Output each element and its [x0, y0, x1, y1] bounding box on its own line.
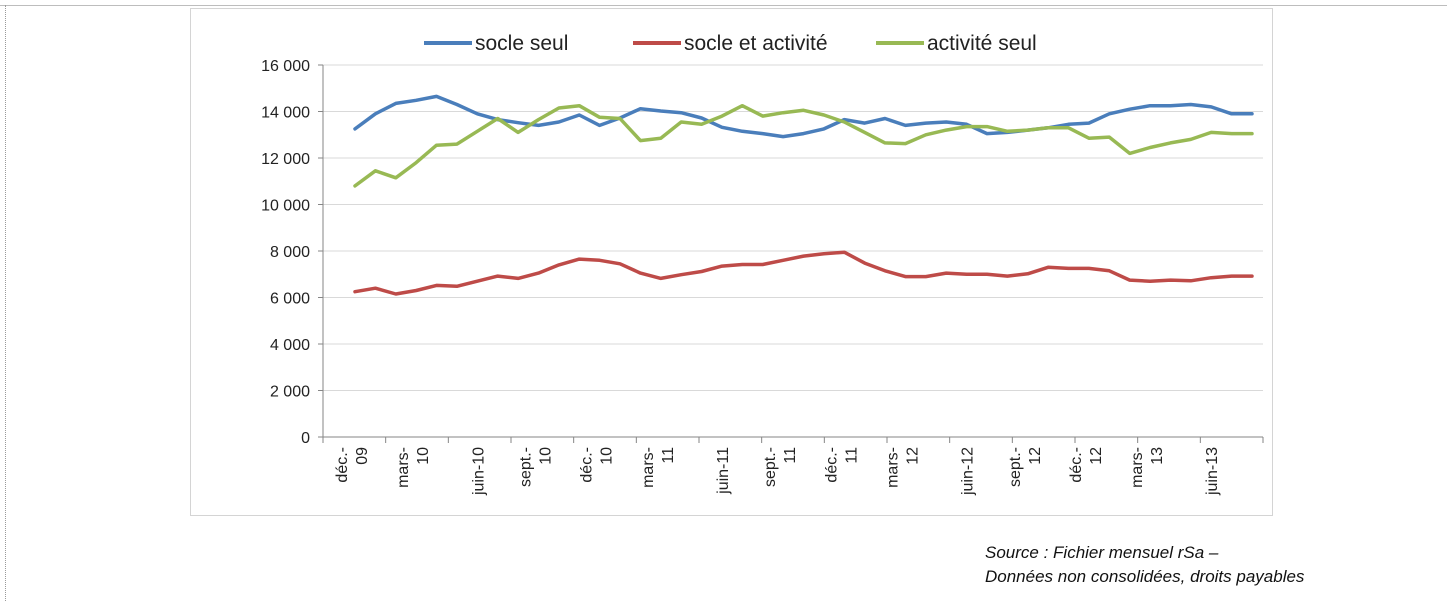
x-tick-label: sept.- 10	[517, 447, 554, 487]
x-tick-label: juin-13	[1204, 447, 1221, 496]
x-tick-label-line: 12	[1027, 447, 1044, 465]
y-tick-label: 16 000	[261, 58, 310, 75]
x-tick-label-line: mars-	[1129, 447, 1146, 488]
x-tick-label-line: 10	[415, 447, 432, 465]
legend: socle seul socle et activité activité seul	[424, 32, 1037, 55]
x-tick-label-line: déc.-	[334, 447, 351, 483]
y-tick-label: 8 000	[270, 244, 310, 261]
x-tick-label-line: 10	[537, 447, 554, 465]
legend-label: activité seul	[927, 32, 1037, 55]
x-tick-label: sept.- 11	[762, 447, 799, 487]
legend-label: socle seul	[475, 32, 568, 55]
x-tick-label: juin-12	[960, 447, 977, 496]
x-tick-label: juin-10	[470, 447, 487, 496]
x-tick-label-line: 13	[1149, 447, 1166, 465]
x-tick-label-line: déc.-	[1068, 447, 1085, 483]
series-line-socle-et-activité	[353, 250, 1254, 296]
source-note-line1: Source : Fichier mensuel rSa –	[985, 543, 1219, 562]
y-tick-label: 2 000	[270, 384, 310, 401]
y-tick-label: 10 000	[261, 198, 310, 215]
x-tick-label: déc.- 12	[1068, 447, 1105, 483]
page-top-rule	[0, 5, 1447, 6]
x-tick-label-line: 09	[354, 447, 371, 465]
x-tick-label-line: mars-	[395, 447, 412, 488]
y-tick-label: 0	[301, 430, 310, 447]
x-tick-label-line: mars-	[884, 447, 901, 488]
chart-frame	[190, 8, 1273, 516]
y-tick-label: 4 000	[270, 337, 310, 354]
gridlines	[323, 64, 1263, 391]
series-line-socle-seul	[353, 94, 1254, 139]
x-tick-label-line: déc.-	[579, 447, 596, 483]
x-tick-label-line: sept.-	[517, 447, 534, 487]
x-tick-label-line: 12	[904, 447, 921, 465]
axes: 0 2 000 4 000 6 000 8 000 10 000 12 000 14 000 1…	[261, 58, 1264, 496]
x-tick-label-line: sept.-	[1007, 447, 1024, 487]
x-tick-label-line: 11	[782, 447, 799, 464]
x-tick-label: déc.- 09	[334, 447, 371, 483]
x-tick-label: mars- 10	[395, 447, 432, 488]
x-tick-label-line: 10	[599, 447, 616, 465]
x-tick-label-line: juin-12	[960, 447, 977, 496]
y-tick-label: 12 000	[261, 151, 310, 168]
x-tick-label-line: 12	[1088, 447, 1105, 465]
x-tick-label-line: mars-	[640, 447, 657, 488]
x-tick-label: mars- 11	[640, 447, 677, 488]
y-tick-label: 6 000	[270, 291, 310, 308]
x-tick-label-line: sept.-	[762, 447, 779, 487]
x-tick-label: déc.- 11	[823, 447, 860, 483]
legend-label: socle et activité	[684, 32, 828, 55]
series-line-activité-seul	[353, 103, 1254, 188]
source-note: Source : Fichier mensuel rSa – Données n…	[985, 541, 1304, 589]
x-tick-label: sept.- 12	[1007, 447, 1044, 487]
x-tick-label-line: déc.-	[823, 447, 840, 483]
x-tick-label-line: juin-13	[1204, 447, 1221, 496]
x-tick-label-line: 11	[843, 447, 860, 464]
x-tick-label: juin-11	[715, 447, 732, 495]
x-tick-label-line: 11	[660, 447, 677, 464]
series-lines	[353, 94, 1254, 296]
y-tick-label: 14 000	[261, 105, 310, 122]
x-tick-label: mars- 13	[1129, 447, 1166, 488]
x-tick-label-line: juin-11	[715, 447, 732, 495]
x-tick-label: déc.- 10	[579, 447, 616, 483]
source-note-line2: Données non consolidées, droits payables	[985, 567, 1305, 586]
page-left-rule	[5, 5, 6, 601]
x-tick-label-line: juin-10	[470, 447, 487, 496]
x-tick-label: mars- 12	[884, 447, 921, 488]
